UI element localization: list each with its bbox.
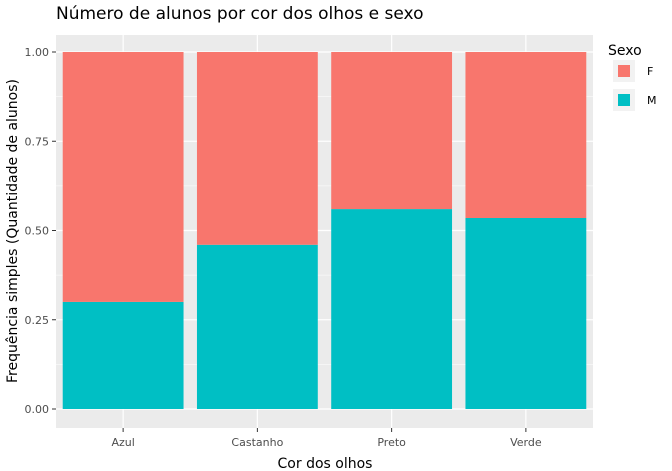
- legend-swatch-f: [618, 65, 630, 77]
- bar-preto-f: [331, 52, 453, 210]
- legend-swatch-m: [618, 94, 630, 106]
- y-axis-title: Frequência simples (Quantidade de alunos…: [5, 79, 21, 383]
- x-tick-label: Castanho: [231, 436, 283, 449]
- y-tick-label: 0.50: [25, 225, 50, 238]
- bar-azul-f: [62, 52, 184, 302]
- bars: [62, 52, 587, 409]
- legend-label-m: M: [647, 94, 657, 107]
- y-axis-ticks: 0.00 0.25 0.50 0.75 1.00: [25, 46, 56, 416]
- y-tick-label: 0.75: [25, 135, 50, 148]
- x-axis-ticks: Azul Castanho Preto Verde: [111, 428, 542, 449]
- bar-preto-m: [331, 209, 453, 409]
- legend: Sexo F M: [608, 43, 657, 111]
- chart-title: Número de alunos por cor dos olhos e sex…: [56, 4, 424, 24]
- bar-verde-m: [465, 218, 587, 409]
- x-axis-title: Cor dos olhos: [278, 456, 373, 471]
- bar-castanho-m: [196, 244, 318, 409]
- y-tick-label: 0.25: [25, 314, 50, 327]
- bar-castanho-f: [196, 52, 318, 245]
- y-tick-label: 0.00: [25, 403, 50, 416]
- bar-azul-m: [62, 301, 184, 409]
- y-tick-label: 1.00: [25, 46, 50, 59]
- legend-title: Sexo: [608, 43, 642, 59]
- bar-verde-f: [465, 52, 587, 219]
- x-tick-label: Preto: [377, 436, 406, 449]
- x-tick-label: Verde: [510, 436, 542, 449]
- legend-label-f: F: [647, 65, 653, 78]
- x-tick-label: Azul: [111, 436, 134, 449]
